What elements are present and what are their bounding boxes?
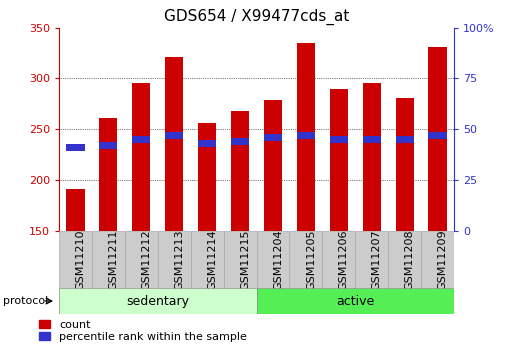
Bar (132, 82, 150, 231)
Bar (231, 111, 249, 231)
Bar (100, 142, 117, 149)
Legend: count, percentile rank within the sample: count, percentile rank within the sample (39, 319, 247, 342)
Bar (165, 132, 183, 139)
Bar (165, 57, 183, 231)
Bar (264, 100, 282, 231)
Bar (428, 47, 447, 231)
Bar (363, 136, 381, 143)
Text: protocol: protocol (3, 296, 48, 306)
Bar (198, 140, 216, 147)
Bar (100, 118, 117, 231)
Text: GSM11215: GSM11215 (240, 229, 250, 290)
Bar (330, 136, 348, 143)
Bar (125, 231, 158, 288)
Bar (59, 288, 256, 314)
Bar (289, 231, 322, 288)
Text: sedentary: sedentary (126, 295, 189, 307)
Text: GSM11206: GSM11206 (339, 229, 349, 290)
Bar (256, 231, 289, 288)
Text: GSM11204: GSM11204 (273, 229, 283, 290)
Bar (158, 231, 191, 288)
Bar (66, 144, 85, 151)
Bar (297, 43, 315, 231)
Title: GDS654 / X99477cds_at: GDS654 / X99477cds_at (164, 9, 349, 25)
Bar (322, 231, 355, 288)
Bar (297, 132, 315, 139)
Bar (421, 231, 454, 288)
Text: active: active (336, 295, 374, 307)
Bar (92, 231, 125, 288)
Text: GSM11210: GSM11210 (75, 229, 86, 290)
Bar (231, 138, 249, 145)
Text: GSM11212: GSM11212 (141, 229, 151, 290)
Bar (355, 231, 388, 288)
Bar (59, 231, 92, 288)
Text: GSM11205: GSM11205 (306, 229, 316, 290)
Bar (396, 136, 413, 143)
Bar (198, 123, 216, 231)
Text: GSM11213: GSM11213 (174, 229, 184, 290)
Bar (388, 231, 421, 288)
Bar (191, 231, 224, 288)
Bar (330, 89, 348, 231)
Text: GSM11208: GSM11208 (405, 229, 415, 290)
Text: GSM11211: GSM11211 (108, 229, 119, 290)
Bar (396, 98, 413, 231)
Bar (256, 288, 454, 314)
Bar (264, 134, 282, 141)
Bar (224, 231, 256, 288)
Text: GSM11209: GSM11209 (438, 229, 447, 290)
Bar (363, 82, 381, 231)
Bar (132, 136, 150, 143)
Text: GSM11214: GSM11214 (207, 229, 217, 290)
Bar (66, 189, 85, 231)
Text: GSM11207: GSM11207 (372, 229, 382, 290)
Bar (428, 132, 447, 139)
